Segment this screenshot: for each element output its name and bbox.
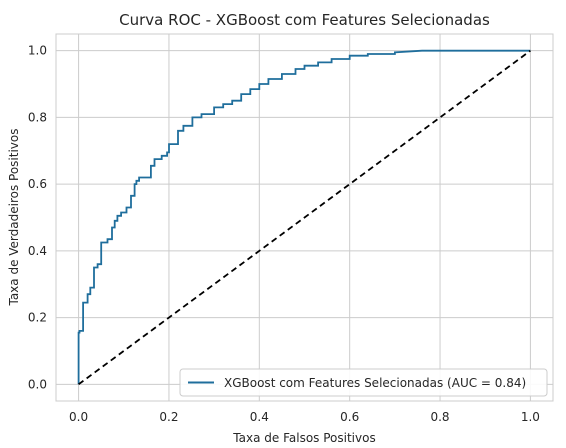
- legend: XGBoost com Features Selecionadas (AUC =…: [179, 368, 548, 397]
- legend-label-roc: XGBoost com Features Selecionadas (AUC =…: [224, 376, 526, 390]
- series-layer: [77, 49, 531, 386]
- diagonal-reference-line: [78, 49, 531, 386]
- x-tick-label: 0.2: [159, 410, 178, 424]
- x-tick-label: 1.0: [521, 410, 540, 424]
- x-tick-label: 0.0: [69, 410, 88, 424]
- chart-title: Curva ROC - XGBoost com Features Selecio…: [119, 11, 490, 29]
- y-tick-label: 1.0: [28, 44, 47, 58]
- y-axis-label: Taxa de Verdadeiros Positivos: [7, 128, 21, 306]
- x-tick-label: 0.6: [340, 410, 359, 424]
- x-tick-label: 0.4: [250, 410, 269, 424]
- roc-curve-line: [77, 49, 531, 385]
- x-axis-label: Taxa de Falsos Positivos: [232, 431, 375, 445]
- x-tick-label: 0.8: [430, 410, 449, 424]
- y-tick-label: 0.0: [28, 377, 47, 391]
- y-tick-label: 0.4: [28, 244, 47, 258]
- y-tick-label: 0.2: [28, 311, 47, 325]
- tick-labels: 0.0 0.2 0.4 0.6 0.8 1.0 0.0 0.2 0.4 0.6 0.8 1.0: [28, 44, 540, 424]
- legend-box: [179, 368, 548, 397]
- y-tick-label: 0.8: [28, 110, 47, 124]
- y-tick-label: 0.6: [28, 177, 47, 191]
